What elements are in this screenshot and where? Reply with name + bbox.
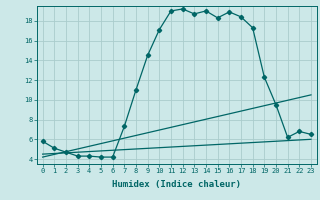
X-axis label: Humidex (Indice chaleur): Humidex (Indice chaleur) (112, 180, 241, 189)
